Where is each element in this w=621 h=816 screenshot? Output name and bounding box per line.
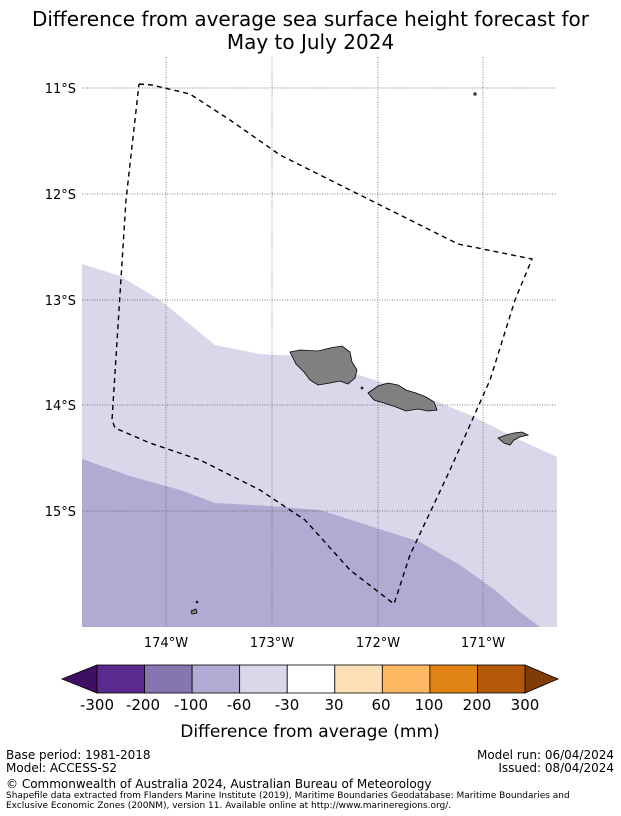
island-niuafoou bbox=[190, 608, 198, 615]
model-text: Model: ACCESS-S2 bbox=[6, 761, 118, 775]
island-savaii bbox=[289, 345, 358, 386]
latitude-labels: 11°S 12°S 13°S 14°S 15°S bbox=[45, 82, 76, 520]
colorbar-tick-label: -100 bbox=[174, 696, 208, 714]
lat-label: 13°S bbox=[45, 294, 76, 309]
model-run-text: Model run: 06/04/2024 bbox=[476, 748, 614, 762]
map-panel bbox=[82, 57, 557, 627]
colorbar-segment bbox=[239, 664, 288, 694]
islet-apolima bbox=[360, 386, 364, 390]
lon-label: 173°W bbox=[250, 636, 294, 651]
colorbar-tick-label: -200 bbox=[126, 696, 160, 714]
colorbar-segment bbox=[381, 664, 431, 694]
colorbar-tick-labels: -300 -200 -100 -60 -30 30 60 100 200 300 bbox=[80, 696, 539, 714]
colorbar-tick-label: 60 bbox=[371, 696, 390, 714]
chart-title-line-2: May to July 2024 bbox=[226, 30, 395, 54]
issued-text: Issued: 08/04/2024 bbox=[498, 761, 614, 775]
colorbar-tick-label: 30 bbox=[324, 696, 343, 714]
land bbox=[190, 92, 530, 615]
lat-label: 12°S bbox=[45, 188, 76, 203]
lat-label: 11°S bbox=[45, 82, 76, 97]
lon-label: 171°W bbox=[461, 636, 505, 651]
lon-label: 172°W bbox=[356, 636, 400, 651]
lon-label: 174°W bbox=[144, 636, 188, 651]
shapefile-credit-line-2: Exclusive Economic Zones (200NM), versio… bbox=[6, 801, 452, 811]
colorbar-segment bbox=[96, 664, 145, 694]
colorbar-title: Difference from average (mm) bbox=[180, 722, 439, 742]
colorbar-tick-label: -300 bbox=[80, 696, 114, 714]
chart-title-line-1: Difference from average sea surface heig… bbox=[31, 7, 590, 31]
colorbar-segment bbox=[191, 664, 241, 694]
colorbar-segment bbox=[429, 664, 478, 694]
base-period-text: Base period: 1981-2018 bbox=[6, 748, 151, 762]
lat-label: 15°S bbox=[45, 505, 76, 520]
islet-small bbox=[195, 600, 199, 604]
copyright-text: © Commonwealth of Australia 2024, Austra… bbox=[6, 777, 432, 791]
colorbar-under-extension bbox=[60, 664, 98, 694]
colorbar-segment bbox=[477, 664, 526, 694]
eez-boundary bbox=[111, 83, 533, 606]
colorbar-tick-label: 200 bbox=[463, 696, 492, 714]
colorbar-segment bbox=[286, 664, 336, 694]
islet-swains bbox=[473, 92, 477, 96]
anomaly-region-minus100-to-minus60 bbox=[82, 459, 540, 627]
colorbar-tick-label: 100 bbox=[415, 696, 444, 714]
colorbar-tick-label: -60 bbox=[227, 696, 252, 714]
lat-label: 14°S bbox=[45, 399, 76, 414]
colorbar-segment bbox=[334, 664, 383, 694]
shapefile-credit-line-1: Shapefile data extracted from Flanders M… bbox=[6, 791, 570, 801]
colorbar-tick-label: 300 bbox=[511, 696, 540, 714]
colorbar-segment bbox=[144, 664, 193, 694]
island-upolu bbox=[367, 382, 438, 412]
colorbar-tick-label: -30 bbox=[275, 696, 300, 714]
colorbar-over-extension bbox=[524, 664, 560, 694]
colorbar bbox=[60, 664, 560, 694]
island-tutuila bbox=[497, 431, 530, 446]
longitude-labels: 174°W 173°W 172°W 171°W bbox=[144, 636, 505, 651]
gridlines bbox=[82, 57, 557, 627]
